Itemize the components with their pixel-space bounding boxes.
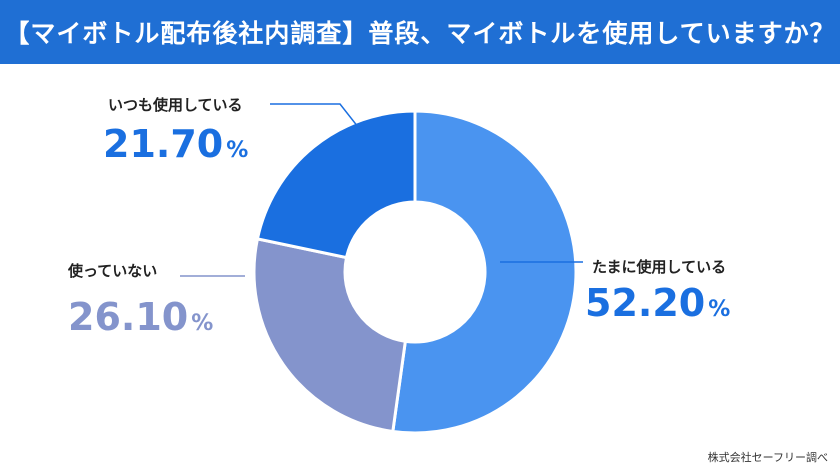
value-label-3: 21.70% <box>103 122 248 166</box>
leader-lines <box>180 103 583 277</box>
category-label-2: 使っていない <box>67 262 157 280</box>
leader-line-3 <box>270 103 363 133</box>
chart-slices <box>252 109 578 435</box>
value-label-2: 26.10% <box>68 295 213 339</box>
value-label-1: 52.20% <box>585 281 730 325</box>
pie-slice-3 <box>255 109 417 260</box>
chart-labels: たまに使用している 52.20 % 使っていない 26.10 % いつも使用している 21.7… <box>67 96 730 339</box>
chart-title: 【マイボトル配布後社内調査】普段、マイボトルを使用していますか？ <box>0 0 840 64</box>
pie-slice-1 <box>391 109 578 435</box>
category-label-1: たまに使用している <box>592 258 726 276</box>
source-note: 株式会社セーフリー調べ <box>707 451 828 464</box>
category-label-3: いつも使用している <box>108 96 243 114</box>
pie-slice-2 <box>252 237 408 434</box>
